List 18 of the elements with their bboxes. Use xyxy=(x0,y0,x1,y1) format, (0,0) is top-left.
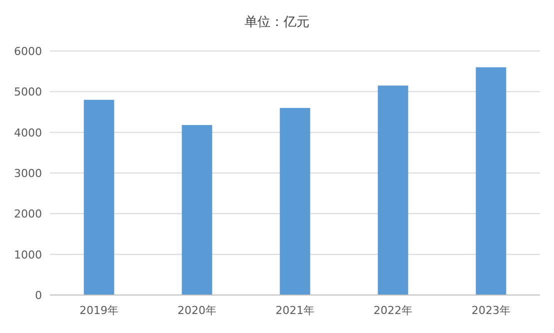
y-tick-label: 3000 xyxy=(14,167,42,180)
x-tick-label: 2020年 xyxy=(178,304,216,317)
x-tick-label: 2019年 xyxy=(80,304,118,317)
bar xyxy=(378,86,408,295)
y-tick-label: 1000 xyxy=(14,248,42,262)
y-tick-label: 4000 xyxy=(14,126,42,140)
bar xyxy=(280,108,310,295)
x-tick-label: 2021年 xyxy=(276,304,314,317)
x-tick-label: 2023年 xyxy=(472,304,510,317)
bar xyxy=(476,67,506,295)
x-tick-label: 2022年 xyxy=(374,304,412,317)
bar xyxy=(84,100,114,295)
bar xyxy=(182,125,212,295)
chart-title: 单位：亿元 xyxy=(244,15,310,30)
y-tick-label: 0 xyxy=(35,289,42,302)
y-tick-label: 2000 xyxy=(14,208,42,221)
y-tick-label: 5000 xyxy=(14,86,42,99)
y-tick-label: 6000 xyxy=(14,45,42,58)
